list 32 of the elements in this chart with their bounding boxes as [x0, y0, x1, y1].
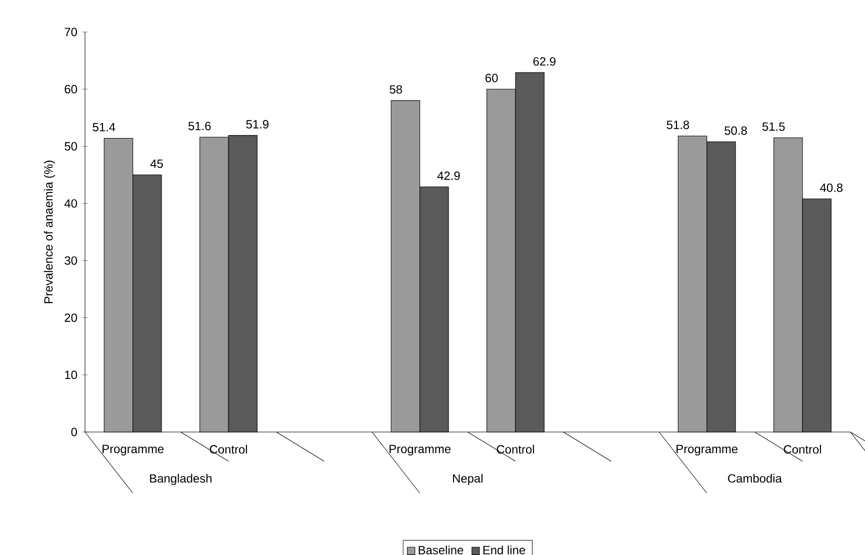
data-label: 45	[150, 160, 163, 168]
x-tick-label: Programme	[102, 444, 164, 456]
data-label: 60	[486, 74, 498, 82]
y-tick-label: 20	[64, 313, 78, 322]
text: Nepal	[453, 474, 482, 486]
y-tick-label: 50	[64, 142, 78, 151]
y-tick-label: 70	[64, 28, 78, 36]
text: Cambodia	[728, 474, 782, 483]
y-tick-label: 30	[64, 256, 78, 265]
x-tick-label: Programme	[390, 444, 451, 456]
data-label: 51.6	[188, 122, 211, 130]
data-label: 40.8	[820, 183, 843, 192]
data-label: 51.4	[92, 123, 116, 132]
y-tick-label: 0	[71, 428, 78, 436]
legend-label: End line	[483, 546, 526, 554]
data-label: 50.8	[724, 126, 747, 135]
data-label: 42.9	[437, 171, 460, 180]
x-tick-label: Control	[210, 444, 247, 454]
y-axis-title: Prevalence of anaemia (%)	[44, 160, 56, 304]
y-tick-label: 60	[64, 84, 78, 94]
legend-label: Baseline	[418, 546, 464, 554]
text: Bangladesh	[150, 474, 212, 486]
data-label: 51.9	[246, 120, 268, 129]
x-tick-label: Control	[784, 444, 821, 454]
data-label: 58	[390, 85, 402, 94]
y-tick-label: 10	[65, 370, 78, 380]
data-label: 51.8	[666, 120, 690, 130]
y-tick-label: 40	[64, 199, 78, 208]
x-tick-label: Programme	[676, 444, 738, 456]
data-label: 51.5	[762, 122, 785, 131]
data-label: 62.9	[533, 57, 556, 66]
x-tick-label: Control	[496, 444, 534, 454]
